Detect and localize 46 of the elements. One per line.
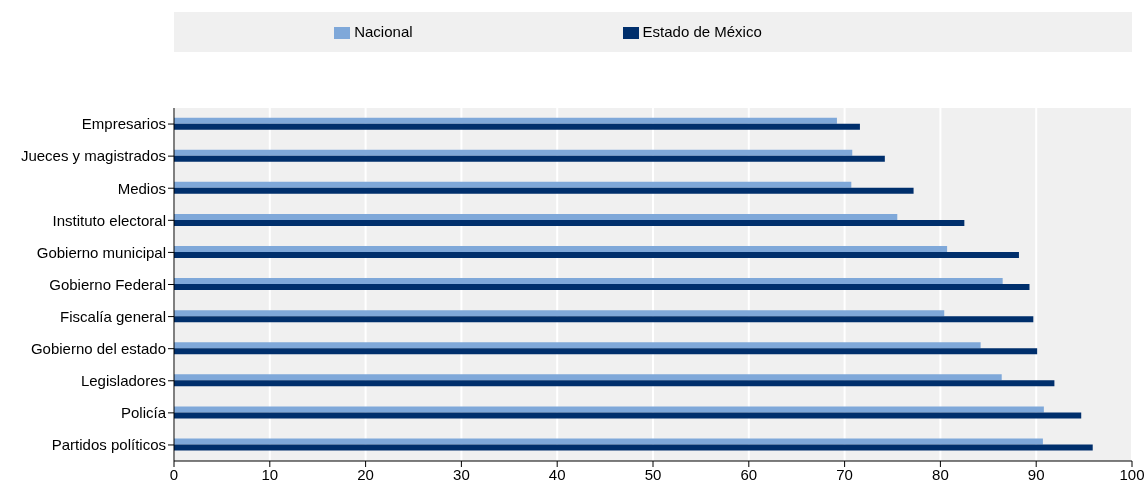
y-tick-label: Medios: [117, 179, 166, 197]
bar: [174, 149, 853, 156]
bar: [174, 219, 965, 226]
y-tick-label: Legisladores: [80, 372, 166, 390]
bar: [174, 342, 981, 349]
y-tick-label: Empresarios: [81, 115, 166, 133]
bar: [174, 438, 1043, 445]
bar: [174, 155, 885, 162]
bar: [174, 348, 1038, 355]
x-tick-label: 10: [261, 465, 279, 483]
bar: [174, 316, 1034, 323]
y-tick-label: Instituto electoral: [52, 211, 166, 229]
x-tick-label: 20: [357, 465, 374, 483]
x-tick-label: 30: [453, 465, 470, 483]
legend-label: Nacional: [354, 22, 413, 40]
x-tick-label: 80: [932, 465, 949, 483]
bar: [174, 213, 898, 220]
y-tick-label: Partidos políticos: [51, 436, 166, 454]
bar: [174, 251, 1019, 258]
bar: [174, 278, 1003, 285]
y-tick-label: Jueces y magistrados: [20, 147, 166, 165]
x-tick-label: 40: [548, 465, 566, 483]
bar: [174, 245, 948, 252]
bar: [174, 117, 837, 124]
legend-label: Estado de México: [642, 22, 762, 40]
x-tick-label: 70: [836, 465, 853, 483]
bar: [174, 406, 1044, 413]
bar: [174, 374, 1002, 381]
y-tick-label: Gobierno Federal: [49, 275, 166, 293]
x-tick-label: 60: [740, 465, 758, 483]
x-tick-label: 90: [1027, 465, 1045, 483]
bar: [174, 444, 1093, 451]
x-tick-label: 50: [644, 465, 662, 483]
x-tick-label: 100: [1119, 465, 1145, 483]
bar: [174, 181, 852, 188]
x-tick-label: 0: [169, 465, 179, 483]
bar: [174, 380, 1055, 387]
bar: [174, 123, 860, 130]
y-tick-label: Policía: [120, 404, 167, 422]
bar: [174, 310, 945, 317]
bar: [174, 187, 914, 194]
y-tick-label: Fiscalía general: [60, 307, 166, 325]
y-tick-label: Gobierno municipal: [36, 243, 166, 261]
bar: [174, 412, 1082, 419]
y-tick-label: Gobierno del estado: [30, 340, 166, 358]
bar: [174, 284, 1030, 291]
